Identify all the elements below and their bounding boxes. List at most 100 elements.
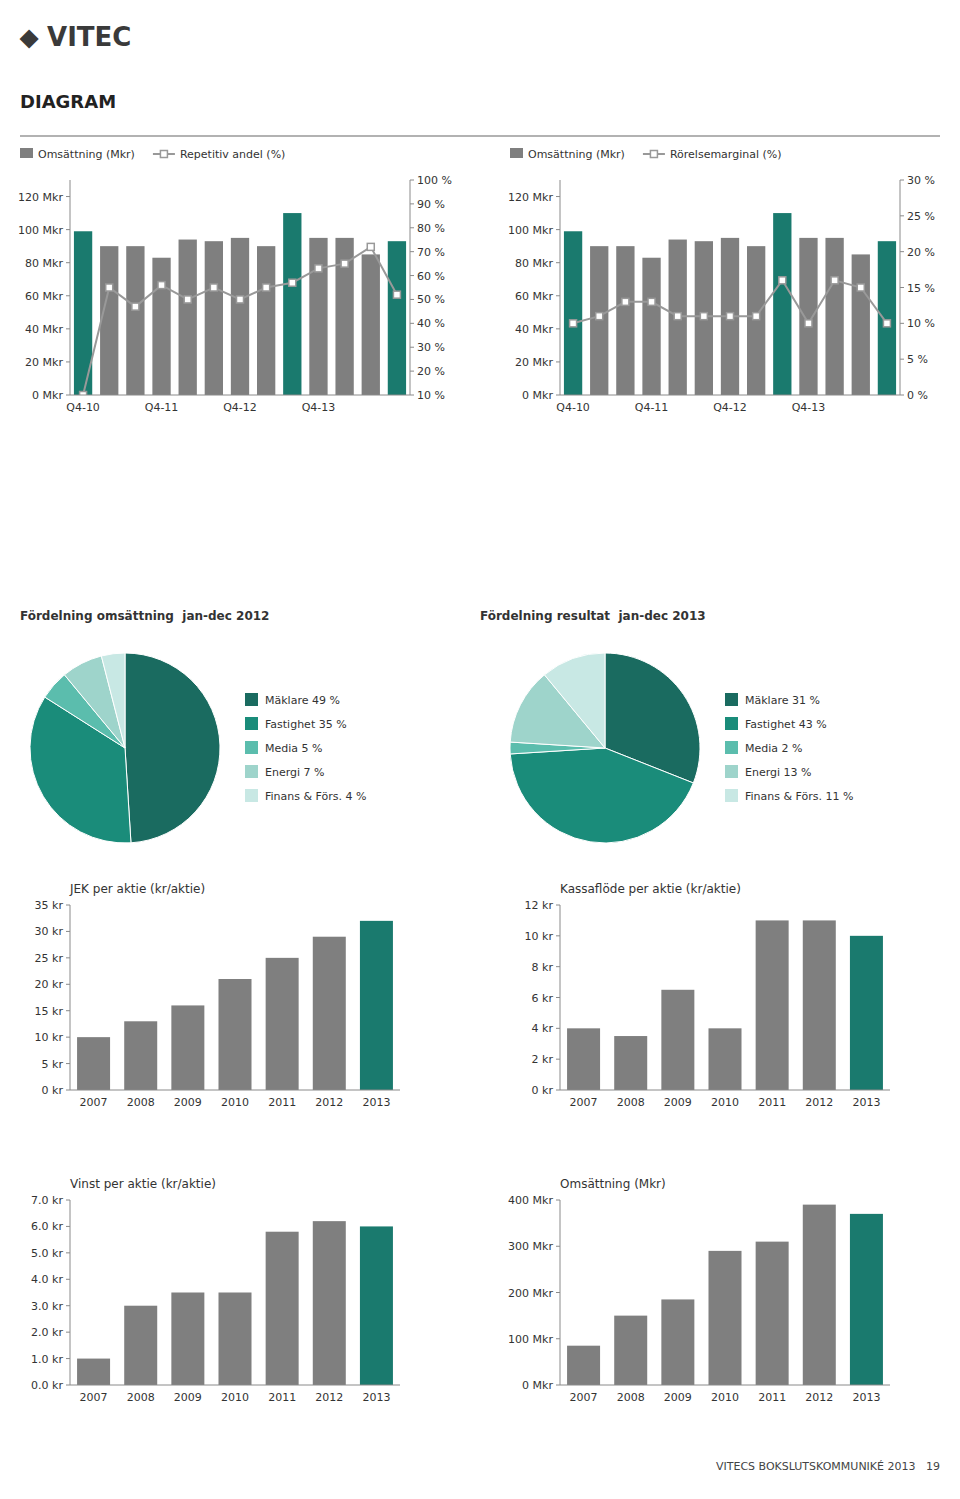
legend-symbol [245, 789, 258, 802]
bar [773, 213, 791, 395]
line [83, 247, 397, 395]
y-tick-label: 120 Mkr [18, 191, 63, 204]
x-tick-label: 2010 [711, 1096, 739, 1109]
y-tick [66, 931, 70, 932]
y2-tick-label: 70 % [417, 246, 445, 259]
y-tick-label: 300 Mkr [508, 1240, 553, 1253]
legend-label: Mäklare 31 % [745, 694, 820, 707]
y-axis [70, 905, 71, 1090]
y-tick [556, 935, 560, 936]
marker [570, 320, 577, 327]
y2-tick-label: 50 % [417, 293, 445, 306]
y-tick [66, 1037, 70, 1038]
bar [803, 1205, 836, 1385]
y-tick [556, 1338, 560, 1339]
y-tick-label: 6 kr [532, 992, 554, 1005]
y-tick-label: 15 kr [35, 1005, 64, 1018]
bar [567, 1346, 600, 1385]
y-tick-label: 4 kr [532, 1022, 554, 1035]
y-tick [66, 1226, 70, 1227]
y-tick [66, 328, 70, 329]
y2-tick-label: 80 % [417, 222, 445, 235]
bar [152, 258, 170, 395]
y-tick-label: 1.0 kr [31, 1353, 63, 1366]
y-tick-label: 20 Mkr [25, 356, 63, 369]
legend-symbol [725, 789, 738, 802]
y-tick-label: 0 Mkr [32, 389, 63, 402]
logo: ⬥ VITEC [19, 22, 131, 52]
y-tick-label: 200 Mkr [508, 1287, 553, 1300]
legend-label: Energi 7 % [265, 766, 325, 779]
x-tick-label: 2011 [268, 1096, 296, 1109]
x-tick-label: 2013 [362, 1096, 390, 1109]
slice [510, 748, 693, 843]
y2-tick [410, 347, 414, 348]
x-axis [70, 1385, 400, 1386]
y-tick-label: 40 Mkr [25, 323, 63, 336]
chart-title: Vinst per aktie (kr/aktie) [70, 1177, 216, 1191]
y-tick-label: 35 kr [35, 899, 64, 912]
y-tick [556, 196, 560, 197]
y-tick [556, 295, 560, 296]
bar [388, 241, 406, 395]
y-axis [560, 1200, 561, 1385]
legend-label: Fastighet 35 % [265, 718, 347, 731]
marker [184, 296, 191, 303]
dashboard: ⬥ VITECDIAGRAMVITECS BOKSLUTSKOMMUNIKÉ 2… [0, 0, 960, 1499]
x-axis [560, 1090, 890, 1091]
y2-tick-label: 30 % [417, 341, 445, 354]
x-tick-label: 2009 [664, 1096, 692, 1109]
y-tick-label: 40 Mkr [515, 323, 553, 336]
y-tick [66, 1305, 70, 1306]
chart-title: Fördelning resultat jan-dec 2013 [480, 609, 706, 623]
y-tick [66, 1332, 70, 1333]
bar [283, 213, 301, 395]
bar [231, 238, 249, 395]
bar-chart: JEK per aktie (kr/aktie)0 kr5 kr10 kr15 … [35, 882, 400, 1109]
marker [341, 260, 348, 267]
y2-tick [900, 287, 904, 288]
y-tick [66, 196, 70, 197]
bar [590, 246, 608, 395]
bar [362, 254, 380, 395]
x-tick-label: 2008 [617, 1391, 645, 1404]
bar [756, 1242, 789, 1385]
y-tick-label: 5 kr [42, 1058, 64, 1071]
x-tick-label: Q4-13 [792, 401, 826, 414]
y-tick [66, 984, 70, 985]
bar [171, 1005, 204, 1090]
x-tick-label: 2013 [362, 1391, 390, 1404]
y-tick-label: 100 Mkr [18, 224, 63, 237]
bar-chart: Omsättning (Mkr)0 Mkr100 Mkr200 Mkr300 M… [508, 1177, 890, 1404]
y-tick-label: 25 kr [35, 952, 64, 965]
marker [700, 313, 707, 320]
y-tick [66, 295, 70, 296]
legend-symbol [510, 148, 523, 158]
x-tick-label: Q4-10 [556, 401, 590, 414]
legend-symbol [725, 765, 738, 778]
legend-label: Mäklare 49 % [265, 694, 340, 707]
legend-symbol [245, 765, 258, 778]
x-axis [70, 1090, 400, 1091]
y2-axis [410, 180, 411, 395]
y-tick-label: 0 Mkr [522, 1379, 553, 1392]
legend-symbol [725, 717, 738, 730]
y2-tick-label: 20 % [417, 365, 445, 378]
bar [878, 241, 896, 395]
y-tick [556, 1059, 560, 1060]
bar [614, 1036, 647, 1090]
bar [266, 1232, 299, 1385]
bar [709, 1028, 742, 1090]
x-tick-label: 2007 [80, 1391, 108, 1404]
y-tick-label: 3.0 kr [31, 1300, 63, 1313]
bar [661, 990, 694, 1090]
bar [669, 240, 687, 395]
y2-tick-label: 40 % [417, 317, 445, 330]
bar [179, 240, 197, 395]
bar [799, 238, 817, 395]
y2-tick [900, 359, 904, 360]
y2-tick [410, 275, 414, 276]
y2-tick [410, 203, 414, 204]
y-axis [70, 180, 71, 395]
bar [852, 254, 870, 395]
